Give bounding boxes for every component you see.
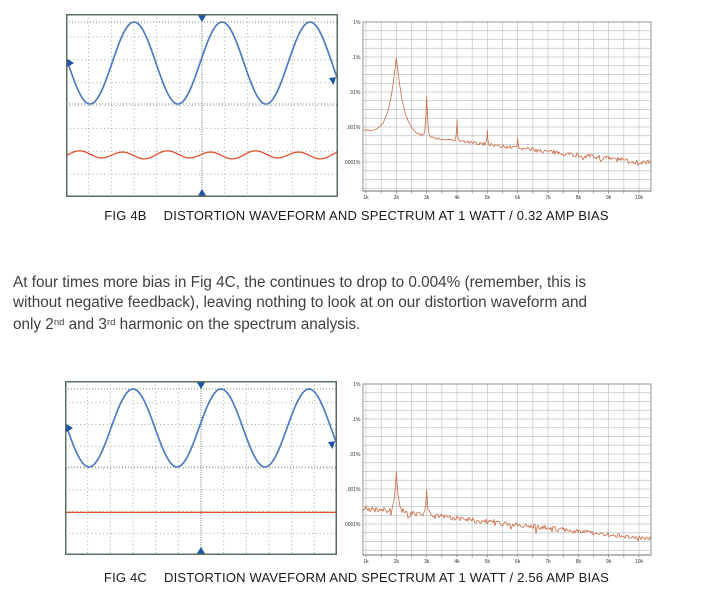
figure-caption-text: DISTORTION WAVEFORM AND SPECTRUM AT 1 WA…	[164, 570, 610, 585]
x-tick-label: 2k	[394, 559, 400, 565]
x-axis-labels: 1k 2k 3k 4k 5k 6k 7k 8k 9k 10k	[363, 195, 643, 201]
scope-grid	[66, 14, 338, 197]
paragraph-line: only 2nd and 3rd harmonic on the spectru…	[13, 316, 361, 333]
y-axis-labels: 1% .1% .01% .001% .0001%	[345, 20, 361, 166]
x-tick-label: 2k	[394, 195, 400, 201]
scope-border	[66, 14, 338, 197]
y-tick-label: .0001%	[345, 160, 361, 166]
figure-caption-text: DISTORTION WAVEFORM AND SPECTRUM AT 1 WA…	[163, 208, 609, 223]
x-tick-label: 6k	[515, 195, 521, 201]
spectrum-plot-4b: 1% .1% .01% .001% .0001% 1k 2k 3k 4k 5k 6k 7k 8k 9k 10…	[345, 8, 660, 204]
scope-border	[65, 381, 337, 555]
x-tick-label: 3k	[424, 559, 430, 565]
y-tick-label: .0001%	[345, 522, 361, 528]
y-tick-label: .01%	[349, 452, 361, 458]
scope-grid	[65, 381, 337, 555]
x-tick-label: 4k	[454, 195, 460, 201]
y-tick-label: .1%	[352, 417, 361, 423]
oscilloscope-screen	[65, 381, 337, 555]
y-tick-label: .01%	[349, 90, 361, 96]
paragraph-line: At four times more bias in Fig 4C, the c…	[13, 274, 587, 291]
superscript: nd	[53, 317, 65, 328]
bottom-center-triangle-icon	[197, 547, 205, 554]
figure-caption-4c: FIG 4C DISTORTION WAVEFORM AND SPECTRUM A…	[0, 570, 713, 585]
x-tick-label: 5k	[485, 195, 491, 201]
trace-end-arrow-icon	[328, 441, 335, 450]
y-tick-label: 1%	[353, 382, 361, 388]
paragraph-line: without negative feedback), leaving noth…	[13, 294, 587, 311]
oscilloscope-4b	[66, 14, 338, 197]
distortion-trace	[66, 150, 338, 160]
spectrum-screen: 1% .1% .01% .001% .0001% 1k 2k 3k 4k 5k 6k 7k 8k 9k 10…	[345, 372, 660, 568]
top-center-triangle-icon	[197, 382, 205, 389]
left-trigger-arrow-icon	[66, 423, 73, 432]
figure-label: FIG 4C	[103, 570, 148, 585]
figure-label: FIG 4B	[104, 208, 147, 223]
x-tick-label: 7k	[545, 559, 551, 565]
left-trigger-arrow-icon	[67, 59, 74, 68]
y-tick-label: .1%	[352, 55, 361, 61]
oscilloscope-4c	[65, 381, 337, 555]
x-tick-label: 10k	[635, 559, 644, 565]
x-tick-label: 7k	[545, 195, 551, 201]
x-tick-label: 5k	[485, 559, 491, 565]
x-tick-label: 9k	[606, 559, 612, 565]
spectrum-grid	[363, 21, 651, 191]
scope-markers	[67, 15, 336, 196]
spectrum-trace	[362, 470, 652, 542]
x-tick-label: 1k	[363, 559, 369, 565]
spectrum-screen: 1% .1% .01% .001% .0001% 1k 2k 3k 4k 5k 6k 7k 8k 9k 10…	[345, 8, 660, 204]
sine-trace	[65, 388, 337, 468]
bottom-center-triangle-icon	[198, 189, 206, 196]
x-tick-label: 10k	[635, 195, 644, 201]
spectrum-trace	[362, 57, 652, 166]
x-axis-labels: 1k 2k 3k 4k 5k 6k 7k 8k 9k 10k	[363, 559, 643, 565]
scope-markers	[66, 382, 335, 554]
sine-trace	[66, 21, 338, 105]
superscript: rd	[106, 317, 116, 328]
x-tick-label: 4k	[454, 559, 460, 565]
figure-caption-4b: FIG 4B DISTORTION WAVEFORM AND SPECTRUM A…	[0, 208, 713, 223]
y-tick-label: .001%	[346, 487, 361, 493]
y-tick-label: .001%	[346, 125, 361, 131]
oscilloscope-screen	[66, 14, 338, 197]
x-tick-label: 3k	[424, 195, 430, 201]
spectrum-plot-4c: 1% .1% .01% .001% .0001% 1k 2k 3k 4k 5k 6k 7k 8k 9k 10…	[345, 372, 660, 568]
y-axis-labels: 1% .1% .01% .001% .0001%	[345, 382, 361, 528]
x-tick-label: 9k	[606, 195, 612, 201]
y-tick-label: 1%	[353, 20, 361, 26]
x-tick-label: 1k	[363, 195, 369, 201]
body-paragraph: At four times more bias in Fig 4C, the c…	[13, 273, 705, 335]
x-tick-label: 6k	[515, 559, 521, 565]
x-tick-label: 8k	[576, 559, 582, 565]
trace-end-arrow-icon	[329, 77, 336, 86]
x-tick-label: 8k	[576, 195, 582, 201]
top-center-triangle-icon	[198, 15, 206, 22]
